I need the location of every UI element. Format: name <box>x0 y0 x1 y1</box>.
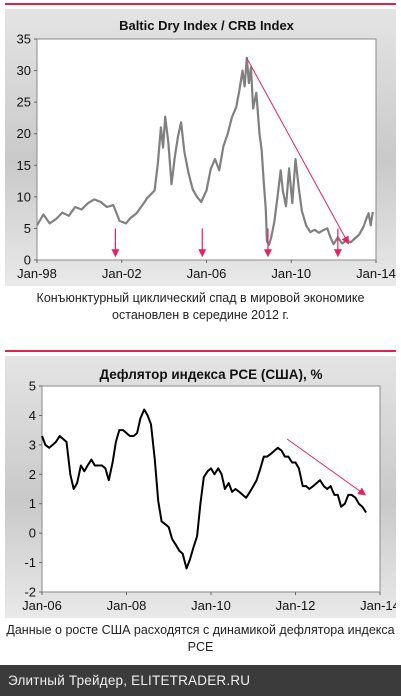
series-line <box>36 56 374 246</box>
x-tick-label: Jan-98 <box>17 266 57 281</box>
y-tick-label: 1 <box>29 496 36 511</box>
x-tick-label: Jan-14 <box>356 266 396 281</box>
chart-panel-pce: Дефлятор индекса PCE (США), % -2 -1 0 1 2 3 4 5 J… <box>5 356 396 618</box>
plot-area <box>36 38 377 261</box>
chart-panel-baltic: Baltic Dry Index / CRB Index 0 5 10 15 20 25 30… <box>5 9 396 286</box>
y-tick-label: -1 <box>24 555 36 570</box>
y-tick-label: 10 <box>17 189 31 204</box>
chart-title: Baltic Dry Index / CRB Index <box>119 18 295 33</box>
chart-title: Дефлятор индекса PCE (США), % <box>99 367 322 382</box>
pce-deflator-chart: Дефлятор индекса PCE (США), % -2 -1 0 1 2 3 4 5 J… <box>22 367 396 613</box>
x-tick-label: Jan-14 <box>360 598 396 613</box>
top-red-rule <box>5 3 396 5</box>
y-tick-label: 15 <box>17 158 31 173</box>
x-tick-label: Jan-02 <box>102 266 142 281</box>
x-tick-label: Jan-06 <box>22 598 62 613</box>
x-tick-label: Jan-10 <box>271 266 311 281</box>
baltic-dry-chart: Baltic Dry Index / CRB Index 0 5 10 15 20 25 30… <box>17 18 396 281</box>
y-tick-label: 5 <box>29 379 36 394</box>
y-tick-label: 0 <box>24 253 31 268</box>
middle-red-rule <box>5 350 396 352</box>
y-tick-label: 2 <box>29 467 36 482</box>
plot-area <box>41 385 381 593</box>
x-tick-label: Jan-12 <box>276 598 316 613</box>
caption-baltic: Конъюнктурный циклический спад в мировой… <box>36 291 365 322</box>
y-tick-label: -2 <box>24 585 36 600</box>
y-tick-label: 0 <box>29 526 36 541</box>
y-tick-label: 25 <box>17 95 31 110</box>
footer-text: Элитный Трейдер, ELITETRADER.RU <box>8 673 251 688</box>
y-tick-label: 4 <box>29 408 36 423</box>
x-tick-label: Jan-10 <box>191 598 231 613</box>
y-tick-label: 30 <box>17 63 31 78</box>
y-tick-label: 20 <box>17 126 31 141</box>
trend-arrow <box>246 57 349 245</box>
y-tick-label: 35 <box>17 32 31 47</box>
x-tick-label: Jan-06 <box>187 266 227 281</box>
y-tick-label: 3 <box>29 437 36 452</box>
caption-pce: Данные о росте США расходятся с динамико… <box>6 623 395 654</box>
y-tick-label: 5 <box>24 221 31 236</box>
trend-arrow <box>286 438 367 496</box>
x-tick-label: Jan-08 <box>107 598 147 613</box>
footer-bar: Элитный Трейдер, ELITETRADER.RU <box>0 665 401 696</box>
series-line <box>41 408 367 570</box>
